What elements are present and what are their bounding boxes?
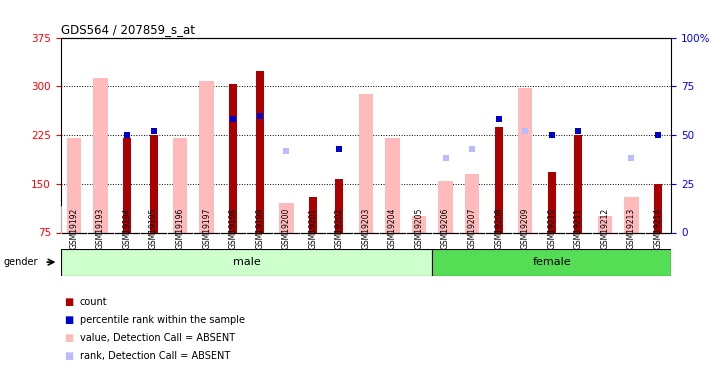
- Bar: [256, 71, 263, 232]
- Text: GSM19206: GSM19206: [441, 208, 450, 249]
- Bar: [279, 203, 293, 232]
- Bar: [336, 179, 343, 232]
- Text: count: count: [80, 297, 108, 307]
- Text: ■: ■: [64, 351, 74, 361]
- Text: GSM19192: GSM19192: [69, 208, 79, 249]
- Bar: [66, 138, 81, 232]
- Text: GSM19213: GSM19213: [627, 208, 636, 249]
- Text: GSM19203: GSM19203: [361, 208, 371, 249]
- Text: GSM19209: GSM19209: [521, 208, 530, 249]
- Text: rank, Detection Call = ABSENT: rank, Detection Call = ABSENT: [80, 351, 230, 361]
- Text: GSM19196: GSM19196: [176, 208, 185, 249]
- Text: GSM19204: GSM19204: [388, 208, 397, 249]
- Text: ■: ■: [64, 315, 74, 325]
- Bar: [150, 135, 158, 232]
- Bar: [123, 138, 131, 232]
- Bar: [654, 184, 662, 232]
- Text: GSM19212: GSM19212: [600, 208, 609, 249]
- Bar: [94, 78, 108, 232]
- Text: GSM19194: GSM19194: [123, 208, 131, 249]
- Text: GSM19210: GSM19210: [547, 208, 556, 249]
- Bar: [61, 249, 432, 276]
- Text: GSM19207: GSM19207: [468, 208, 476, 249]
- Text: GSM19201: GSM19201: [308, 208, 317, 249]
- Bar: [518, 87, 533, 232]
- Text: GSM19195: GSM19195: [149, 208, 158, 249]
- Bar: [385, 138, 400, 232]
- Bar: [229, 84, 237, 232]
- Bar: [574, 135, 582, 232]
- Bar: [465, 174, 479, 232]
- Bar: [598, 216, 612, 232]
- Bar: [173, 138, 188, 232]
- Text: GSM19193: GSM19193: [96, 208, 105, 249]
- Bar: [495, 126, 503, 232]
- Text: GSM19205: GSM19205: [415, 208, 423, 249]
- Bar: [358, 94, 373, 232]
- Text: GSM19202: GSM19202: [335, 208, 344, 249]
- Text: percentile rank within the sample: percentile rank within the sample: [80, 315, 245, 325]
- Bar: [624, 197, 638, 232]
- Text: female: female: [533, 257, 571, 267]
- Text: GSM19197: GSM19197: [202, 208, 211, 249]
- Text: GSM19200: GSM19200: [282, 208, 291, 249]
- Bar: [412, 216, 426, 232]
- Text: male: male: [233, 257, 261, 267]
- Bar: [438, 180, 453, 232]
- Text: GDS564 / 207859_s_at: GDS564 / 207859_s_at: [61, 23, 195, 36]
- Text: GSM19208: GSM19208: [494, 208, 503, 249]
- Text: ■: ■: [64, 297, 74, 307]
- Text: GSM19199: GSM19199: [256, 208, 264, 249]
- Text: GSM19198: GSM19198: [228, 208, 238, 249]
- Bar: [309, 197, 317, 232]
- Text: GSM19214: GSM19214: [653, 208, 663, 249]
- Text: value, Detection Call = ABSENT: value, Detection Call = ABSENT: [80, 333, 235, 343]
- Bar: [432, 249, 671, 276]
- Bar: [548, 172, 555, 232]
- Bar: [199, 81, 214, 232]
- Text: ■: ■: [64, 333, 74, 343]
- Text: gender: gender: [4, 257, 38, 267]
- Text: GSM19211: GSM19211: [574, 208, 583, 249]
